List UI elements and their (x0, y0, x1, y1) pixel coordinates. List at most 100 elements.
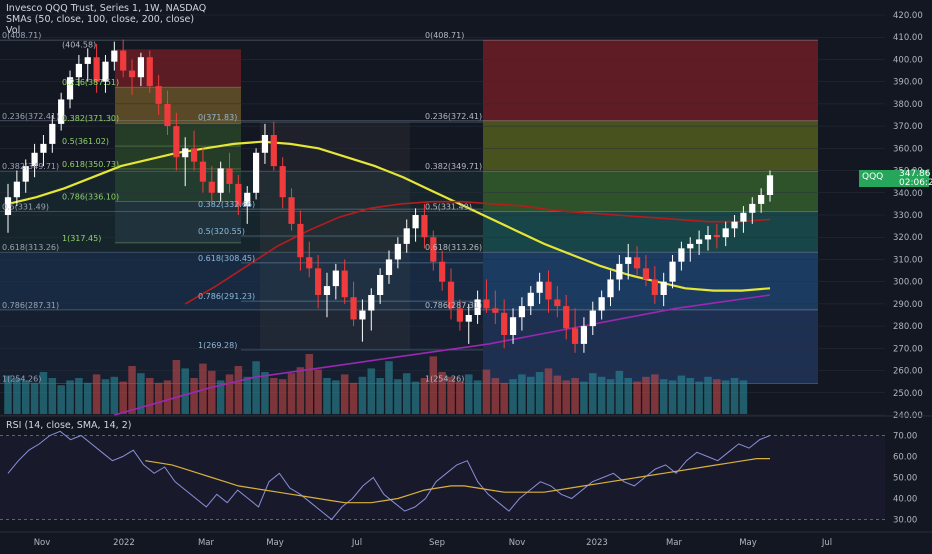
volume-bar (438, 372, 446, 414)
fib-zone (0, 252, 483, 310)
rsi-line (7, 430, 771, 521)
volume-bar (57, 385, 65, 414)
rsi-band (0, 435, 885, 520)
volume-bar (420, 378, 429, 414)
time-axis[interactable]: Nov 2022 Mar May Jul Sep Nov 2023 Mar May Jul (0, 531, 932, 548)
fib-outer-label: 0.786(287.31) (2, 301, 59, 310)
volume-bar (66, 380, 74, 414)
volume-bar (509, 379, 517, 414)
candle-body (749, 203, 756, 213)
candle-body (483, 299, 490, 309)
fib-mid-label: 1(269.28) (198, 341, 237, 350)
fib-left-label: 1(317.45) (62, 234, 101, 243)
price-axis[interactable]: 240.00250.00260.00270.00280.00290.00300.… (885, 0, 932, 532)
sma-legend: SMAs (50, close, 100, close, 200, close) (6, 14, 195, 25)
candle-body (704, 235, 712, 240)
fib-zone (115, 87, 241, 124)
volume-bar (234, 366, 243, 414)
fib-label-layer: 0.236(387.51) 0.382(371.30) 0.5(361.02) 0.6… (2, 31, 482, 383)
last-price: 347.86 (899, 169, 931, 179)
price-tick-label: 380.00 (893, 100, 923, 110)
price-tick-label: 280.00 (893, 322, 923, 332)
fib-zone (483, 120, 818, 172)
candle-body (536, 281, 543, 293)
candle-body (40, 143, 47, 153)
fib-left-label: 0.382(371.30) (62, 114, 119, 123)
volume-bar (411, 381, 420, 414)
rsi-pane[interactable]: 30.00 40.00 50.00 60.00 70.00 (0, 415, 932, 526)
candle-body (66, 77, 74, 100)
fib-mid-label: 0(371.83) (198, 113, 237, 122)
volume-bar (464, 374, 473, 414)
candle-layer[interactable] (4, 39, 774, 353)
sma-line (184, 200, 771, 305)
volume-bar (252, 361, 260, 414)
time-tick-label: May (739, 538, 757, 548)
fib-left-label: 0.5(361.02) (62, 137, 109, 146)
chart-title: Invesco QQQ Trust, Series 1, 1W, NASDAQ (6, 3, 207, 14)
volume-bar (473, 380, 482, 414)
volume-bar (146, 378, 154, 414)
volume-bar (208, 370, 216, 414)
volume-bar (110, 376, 119, 414)
candle-body (75, 63, 82, 78)
candle-body (261, 135, 269, 153)
volume-bar (278, 379, 287, 414)
candle-body (359, 310, 366, 320)
candle-body (226, 168, 233, 184)
candle-body (120, 50, 127, 71)
volume-layer (4, 354, 748, 414)
volume-bar (323, 378, 331, 414)
candle-body (598, 297, 605, 311)
volume-bar (261, 372, 269, 414)
volume-bar (128, 366, 136, 414)
volume-bar (668, 380, 677, 414)
candle-body (651, 279, 658, 295)
volume-bar (332, 380, 340, 414)
candle-body (642, 268, 650, 280)
time-tick-label: 2022 (113, 538, 135, 548)
candle-body (350, 297, 357, 320)
volume-bar (544, 368, 553, 414)
candle-body (580, 326, 588, 344)
price-tick-label: 330.00 (893, 211, 923, 221)
candle-body (545, 281, 552, 300)
price-tick-label: 340.00 (893, 189, 923, 199)
candle-body (509, 317, 517, 335)
candle-body (173, 126, 180, 158)
candle-body (625, 257, 632, 264)
time-tick-label: Jul (821, 538, 832, 548)
volume-bar (172, 360, 181, 414)
fib-left-label: 0.618(350.73) (62, 160, 119, 169)
candle-body (332, 270, 339, 287)
price-tick-label: 410.00 (893, 33, 923, 43)
fib-mid-label: 0.786(291.23) (198, 292, 255, 301)
candle-body (368, 295, 375, 311)
price-tick-label: 310.00 (893, 255, 923, 265)
candle-body (518, 306, 526, 318)
price-tick-label: 370.00 (893, 122, 923, 132)
volume-bar (367, 368, 376, 414)
volume-bar (349, 382, 358, 414)
volume-bar (48, 378, 57, 414)
candle-body (740, 212, 747, 222)
volume-bar (606, 379, 615, 414)
candle-body (571, 328, 579, 344)
volume-bar (181, 368, 189, 414)
volume-bar (482, 369, 491, 414)
volume-bar (527, 376, 535, 414)
volume-bar (137, 373, 145, 414)
fib-zone (115, 49, 241, 88)
candle-body (731, 221, 738, 229)
volume-bar (589, 373, 597, 414)
candle-body (306, 257, 313, 269)
symbol-ticker: QQQ (862, 172, 884, 182)
volume-bar (447, 376, 455, 414)
candle-body (182, 148, 189, 158)
time-tick-label: May (266, 538, 284, 548)
price-tick-label: 300.00 (893, 278, 923, 288)
fib-right-label: 0.5(331.49) (425, 203, 472, 212)
candle-body (687, 243, 694, 249)
